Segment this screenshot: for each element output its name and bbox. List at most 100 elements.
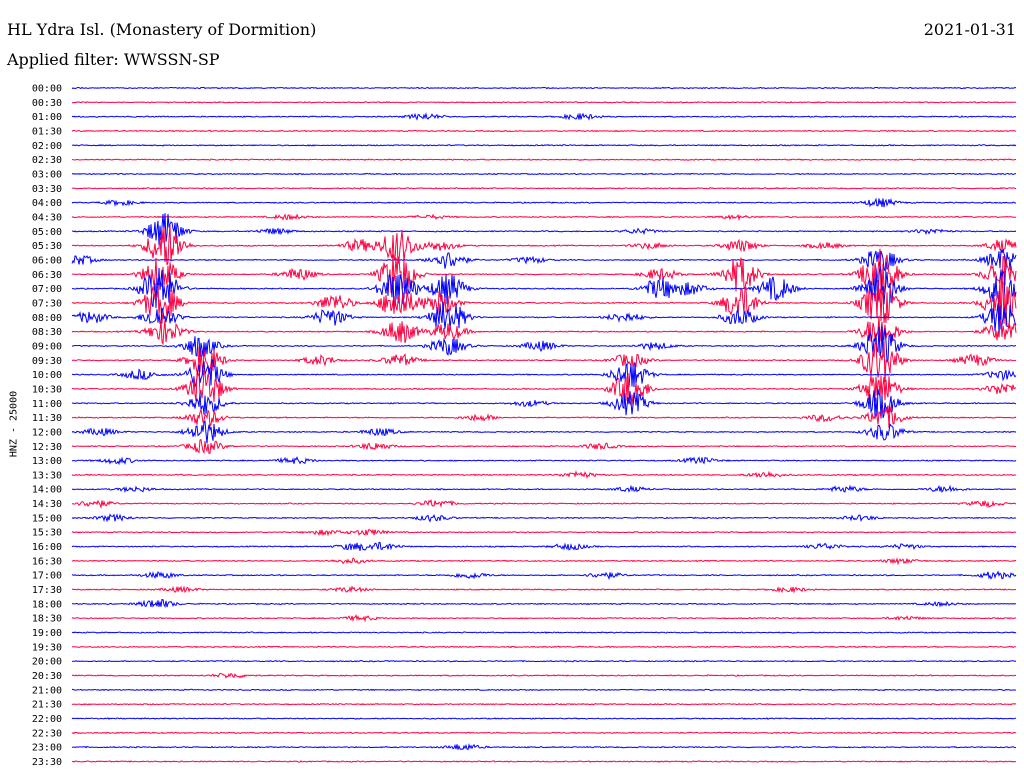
trace-row (71, 717, 1017, 720)
time-tick-label: 14:00 (32, 485, 62, 496)
time-tick-label: 01:00 (32, 112, 62, 123)
time-tick-labels: 00:00 00:30 01:00 01:30 02:00 02:30 03:00 03:30… (32, 84, 62, 769)
time-tick-label: 15:30 (32, 528, 62, 539)
trace-row (71, 325, 1017, 363)
time-tick-label: 21:30 (32, 700, 62, 711)
trace-row (71, 405, 1017, 429)
trace-row (71, 340, 1017, 383)
seismic-traces (71, 86, 1017, 763)
trace-row (71, 659, 1017, 663)
time-tick-label: 07:00 (32, 284, 62, 295)
trace-row (71, 197, 1017, 208)
time-tick-label: 12:30 (32, 442, 62, 453)
time-tick-label: 16:30 (32, 556, 62, 567)
time-tick-label: 12:00 (32, 427, 62, 438)
applied-filter: Applied filter: WWSSN-SP (7, 50, 220, 69)
time-tick-label: 23:00 (32, 743, 62, 754)
trace-row (71, 672, 1017, 679)
time-tick-label: 13:30 (32, 470, 62, 481)
trace-row (71, 248, 1017, 295)
trace-row (71, 688, 1017, 692)
trace-row (71, 420, 1017, 444)
time-tick-label: 02:30 (32, 155, 62, 166)
time-tick-label: 17:30 (32, 585, 62, 596)
trace-row (71, 172, 1016, 176)
time-tick-label: 11:00 (32, 399, 62, 410)
trace-row (71, 645, 1016, 649)
time-tick-label: 19:00 (32, 628, 62, 639)
time-tick-label: 10:00 (32, 370, 62, 381)
trace-row (71, 86, 1017, 90)
time-tick-label: 09:30 (32, 356, 62, 367)
time-tick-label: 01:30 (32, 126, 62, 137)
trace-row (71, 224, 1017, 266)
trace-row (71, 557, 1017, 566)
trace-row (71, 541, 1017, 551)
time-tick-label: 21:00 (32, 685, 62, 696)
trace-row (71, 266, 1017, 310)
record-date: 2021-01-31 (923, 20, 1016, 39)
trace-row (71, 213, 1017, 222)
trace-row (71, 760, 1017, 763)
trace-row (71, 158, 1017, 161)
trace-row (71, 101, 1016, 104)
trace-row (71, 359, 1017, 388)
trace-row (71, 598, 1017, 608)
time-tick-label: 15:00 (32, 513, 62, 524)
trace-row (71, 631, 1017, 634)
time-tick-label: 23:30 (32, 757, 62, 768)
time-tick-label: 07:30 (32, 298, 62, 309)
time-tick-label: 17:00 (32, 571, 62, 582)
trace-row (71, 585, 1017, 594)
time-tick-label: 04:00 (32, 198, 62, 209)
station-title: HL Ydra Isl. (Monastery of Dormition) (7, 20, 317, 39)
trace-row (71, 614, 1017, 623)
trace-row (71, 484, 1017, 494)
trace-row (71, 112, 1017, 121)
time-tick-label: 16:00 (32, 542, 62, 553)
time-tick-label: 20:00 (32, 657, 62, 668)
trace-row (71, 528, 1017, 537)
time-tick-label: 22:00 (32, 714, 62, 725)
time-tick-label: 06:00 (32, 255, 62, 266)
time-tick-label: 04:30 (32, 212, 62, 223)
trace-row (71, 438, 1017, 455)
time-tick-label: 18:30 (32, 614, 62, 625)
time-tick-label: 19:30 (32, 642, 62, 653)
trace-row (71, 456, 1017, 466)
time-tick-label: 08:00 (32, 313, 62, 324)
time-tick-label: 00:30 (32, 98, 62, 109)
trace-row (71, 498, 1017, 509)
time-tick-label: 22:30 (32, 728, 62, 739)
time-tick-label: 00:00 (32, 84, 62, 95)
time-tick-label: 05:30 (32, 241, 62, 252)
time-tick-label: 18:00 (32, 599, 62, 610)
trace-row (71, 187, 1017, 190)
time-tick-label: 09:00 (32, 341, 62, 352)
trace-row (71, 143, 1017, 147)
time-tick-label: 11:30 (32, 413, 62, 424)
trace-row (71, 279, 1017, 326)
trace-row (71, 731, 1017, 735)
trace-row (71, 315, 1017, 346)
trace-row (71, 369, 1017, 406)
time-tick-label: 08:30 (32, 327, 62, 338)
trace-row (71, 247, 1017, 272)
time-tick-label: 20:30 (32, 671, 62, 682)
time-tick-label: 03:00 (32, 169, 62, 180)
trace-row (71, 129, 1017, 133)
time-tick-label: 13:00 (32, 456, 62, 467)
trace-row (71, 389, 1017, 419)
time-tick-label: 06:30 (32, 270, 62, 281)
trace-row (71, 469, 1017, 479)
time-tick-label: 14:30 (32, 499, 62, 510)
time-tick-label: 10:30 (32, 384, 62, 395)
trace-row (71, 570, 1017, 581)
time-tick-label: 02:00 (32, 141, 62, 152)
trace-row (71, 213, 1017, 246)
trace-row (71, 513, 1017, 523)
trace-row (71, 702, 1017, 706)
trace-row (71, 301, 1017, 335)
time-tick-label: 03:30 (32, 184, 62, 195)
